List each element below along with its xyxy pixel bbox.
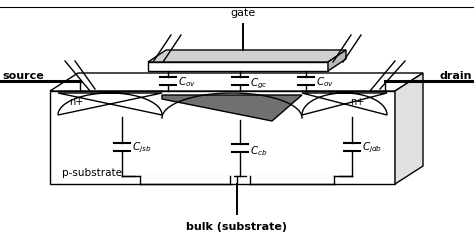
Polygon shape [148, 51, 346, 63]
Text: $C_{gc}$: $C_{gc}$ [250, 76, 268, 91]
Text: gate: gate [231, 8, 256, 18]
Text: bulk (substrate): bulk (substrate) [186, 221, 288, 231]
Text: n+: n+ [350, 96, 364, 106]
Text: $C_{cb}$: $C_{cb}$ [250, 144, 267, 157]
Text: $C_{jsb}$: $C_{jsb}$ [132, 140, 151, 154]
Text: $C_{jdb}$: $C_{jdb}$ [362, 140, 382, 154]
Polygon shape [328, 51, 346, 72]
Text: $C_{ov}$: $C_{ov}$ [316, 75, 334, 88]
Polygon shape [148, 63, 328, 72]
Polygon shape [302, 94, 387, 116]
Text: source: source [2, 71, 44, 81]
Polygon shape [395, 74, 423, 184]
Polygon shape [58, 94, 162, 116]
Text: drain: drain [439, 71, 472, 81]
Polygon shape [162, 96, 302, 122]
Text: n+: n+ [69, 96, 83, 106]
Text: $C_{ov}$: $C_{ov}$ [178, 75, 196, 88]
Polygon shape [50, 92, 395, 184]
Polygon shape [50, 74, 423, 92]
Text: p-substrate: p-substrate [62, 167, 122, 177]
